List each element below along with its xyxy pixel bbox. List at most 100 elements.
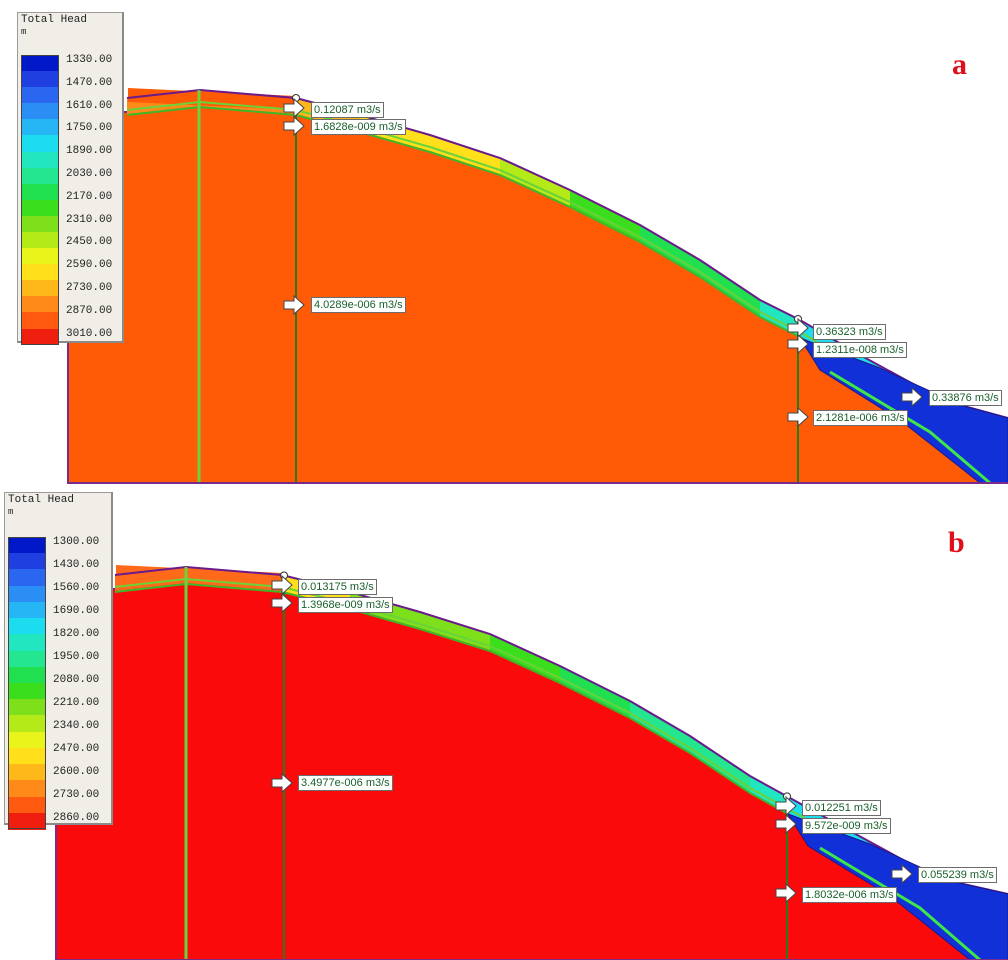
flux-label-a-2: 1.6828e-009 m3/s — [311, 119, 406, 135]
flux-label-b-5: 9.572e-009 m3/s — [802, 818, 891, 834]
legend-value: 1430.00 — [53, 559, 100, 571]
flux-label-b-3: 3.4977e-006 m3/s — [298, 775, 393, 791]
legend-swatch — [8, 780, 46, 798]
flux-label-a-7: 2.1281e-006 m3/s — [813, 410, 908, 426]
legend-value: 3010.00 — [66, 327, 113, 340]
flux-label-b-2: 1.3968e-009 m3/s — [298, 597, 393, 613]
flux-arrow — [787, 333, 809, 355]
rock-mass — [67, 102, 1008, 484]
legend-value: 2730.00 — [53, 789, 100, 801]
legend-title: Total Head — [8, 494, 75, 506]
flux-label-b-1: 0.013175 m3/s — [298, 579, 377, 595]
legend-swatch — [8, 715, 46, 733]
legend-value: 1610.00 — [66, 99, 113, 112]
flux-arrow — [891, 863, 913, 885]
panel-a: Total Head m 1330.00 1470.00 1610.00 1750.0… — [17, 12, 1008, 485]
legend-swatch — [8, 764, 46, 781]
legend-swatch — [8, 666, 46, 684]
panel-letter-a: a — [952, 48, 967, 81]
flux-label-a-3: 4.0289e-006 m3/s — [311, 297, 406, 313]
flux-arrow — [787, 406, 809, 428]
flux-label-a-5: 1.2311e-008 m3/s — [813, 342, 907, 358]
legend-value: 1300.00 — [53, 536, 100, 548]
flux-arrow — [271, 592, 293, 614]
legend-swatch — [21, 264, 59, 281]
legend-swatch — [21, 103, 59, 120]
legend-swatch — [8, 812, 46, 830]
legend-swatch — [8, 747, 46, 765]
legend-swatch — [8, 650, 46, 668]
legend-value: 2870.00 — [66, 304, 113, 317]
flux-arrow — [775, 882, 797, 904]
legend-swatch — [21, 119, 59, 137]
flux-arrow — [787, 317, 809, 339]
legend-value: 2340.00 — [53, 720, 100, 732]
legend-swatch — [21, 328, 59, 346]
flux-arrow — [775, 813, 797, 835]
legend-value: 2860.00 — [53, 812, 100, 824]
flux-arrow — [283, 115, 305, 137]
legend-swatch — [21, 135, 59, 153]
rock-mass — [55, 579, 1008, 960]
legend-value: 2310.00 — [66, 213, 113, 226]
legend-value: 1820.00 — [53, 628, 100, 640]
legend-swatch — [21, 312, 59, 330]
legend-swatch — [8, 553, 46, 571]
legend-unit: m — [21, 27, 27, 37]
legend-swatch — [8, 796, 46, 814]
legend-swatch — [21, 215, 59, 233]
legend-value: 1470.00 — [66, 76, 113, 89]
legend-value: 1330.00 — [66, 54, 113, 66]
legend-swatch — [21, 55, 59, 72]
legend-swatch — [8, 731, 46, 749]
legend-value: 2210.00 — [53, 697, 100, 709]
flux-arrow — [271, 574, 293, 596]
legend-value: 2590.00 — [66, 259, 113, 272]
legend-value: 1690.00 — [53, 605, 100, 617]
panel-letter-b: b — [948, 526, 965, 559]
legend-swatch — [8, 683, 46, 700]
legend-swatch — [21, 248, 59, 265]
legend-value: 1950.00 — [53, 651, 100, 663]
legend-swatch — [21, 87, 59, 104]
panel-b: Total Head m 1300.00 1430.00 1560.00 1690.0… — [0, 488, 1008, 960]
legend-value: 2030.00 — [66, 168, 113, 180]
flux-label-a-6: 0.33876 m3/s — [929, 390, 1002, 406]
legend-b: Total Head m 1300.00 1430.00 1560.00 1690.0… — [4, 492, 113, 830]
flux-arrow — [283, 97, 305, 119]
legend-swatch — [8, 699, 46, 717]
legend-swatch — [8, 601, 46, 619]
legend-value: 1750.00 — [66, 122, 113, 135]
legend-swatch — [21, 199, 59, 217]
flux-arrow — [775, 795, 797, 817]
legend-unit: m — [8, 507, 14, 517]
flux-label-b-6: 0.055239 m3/s — [918, 867, 997, 883]
legend-swatch — [8, 569, 46, 587]
flux-arrow — [901, 386, 923, 408]
legend-value: 2170.00 — [66, 190, 113, 203]
legend-value: 2730.00 — [66, 282, 113, 294]
legend-value: 2600.00 — [53, 766, 100, 778]
legend-swatch — [21, 296, 59, 314]
legend-color-bar — [21, 55, 59, 345]
legend-swatch — [21, 183, 59, 201]
legend-swatch — [8, 618, 46, 635]
legend-color-bar — [8, 537, 46, 829]
toe-interface-line — [819, 846, 981, 960]
legend-a: Total Head m 1330.00 1470.00 1610.00 1750.0… — [17, 12, 124, 346]
toe-region — [786, 813, 1008, 960]
legend-value: 1560.00 — [53, 582, 100, 594]
flux-label-a-4: 0.36323 m3/s — [813, 324, 886, 340]
legend-swatch — [8, 634, 46, 652]
legend-swatch — [21, 167, 59, 185]
toe-interface-line — [829, 370, 991, 485]
flux-label-b-7: 1.8032e-006 m3/s — [802, 887, 897, 903]
flux-label-a-1: 0.12087 m3/s — [311, 102, 384, 118]
legend-value: 2470.00 — [53, 743, 100, 755]
legend-swatch — [8, 585, 46, 603]
flux-arrow — [271, 772, 293, 794]
legend-swatch — [21, 71, 59, 88]
legend-value: 2450.00 — [66, 236, 113, 249]
legend-swatch — [21, 231, 59, 249]
flux-label-b-4: 0.012251 m3/s — [802, 800, 881, 816]
